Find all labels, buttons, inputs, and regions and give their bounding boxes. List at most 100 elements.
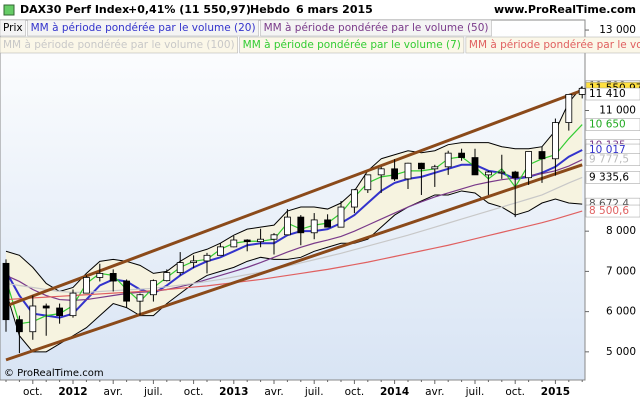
y-tick-label: 11 000 bbox=[599, 105, 636, 117]
trend-line bbox=[5, 163, 583, 362]
value-box-label: 8 500,6 bbox=[589, 205, 629, 217]
candle-body bbox=[458, 152, 466, 158]
candle-body bbox=[149, 280, 157, 296]
legend: Prix MM à période pondérée par le volume … bbox=[0, 19, 640, 54]
candle-body bbox=[525, 151, 532, 179]
x-tick-label: oct. bbox=[23, 386, 43, 398]
legend-label: MM à période pondérée par le volume (20) bbox=[31, 22, 256, 34]
value-box bbox=[585, 171, 640, 184]
candle-body bbox=[257, 238, 265, 243]
y-tick-label: 13 000 bbox=[599, 24, 636, 36]
candle-body bbox=[123, 280, 130, 302]
candle-body bbox=[538, 151, 546, 160]
moving-average bbox=[5, 149, 583, 319]
site: www.ProRealTime.com bbox=[494, 3, 636, 16]
value-box-label: 9 777,5 bbox=[589, 154, 629, 166]
candle-body bbox=[96, 273, 104, 278]
candle-body bbox=[565, 94, 573, 123]
value-box bbox=[585, 87, 640, 101]
x-tick-label: 2014 bbox=[380, 386, 409, 398]
candle-body bbox=[377, 168, 385, 176]
band-lower bbox=[5, 190, 583, 353]
legend-label: Prix bbox=[3, 22, 23, 34]
candle-body bbox=[15, 319, 23, 333]
candle-body bbox=[203, 254, 211, 262]
period: Hebdo bbox=[250, 3, 290, 16]
candle-body bbox=[176, 262, 184, 274]
x-tick-label: avr. bbox=[425, 386, 444, 398]
x-tick-label: 2013 bbox=[219, 386, 248, 398]
candle-body bbox=[216, 246, 224, 256]
candle-body bbox=[2, 262, 10, 321]
x-tick-label: 2015 bbox=[541, 386, 570, 398]
legend-box bbox=[0, 19, 26, 37]
value-box bbox=[585, 204, 640, 218]
value-box-label: 9 335,6 bbox=[589, 171, 629, 183]
value-box bbox=[585, 153, 640, 166]
candle-body bbox=[297, 216, 305, 234]
y-tick-label: 7 000 bbox=[606, 265, 636, 277]
x-tick-label: avr. bbox=[264, 386, 283, 398]
x-tick-label: juil. bbox=[465, 386, 485, 398]
candle-body bbox=[69, 292, 77, 317]
legend-label: MM à période pondérée par le volume (100… bbox=[3, 39, 235, 51]
legend-box bbox=[27, 19, 259, 37]
plot bbox=[2, 86, 586, 362]
x-tick-label: 2012 bbox=[58, 386, 87, 398]
candle-body bbox=[163, 272, 171, 282]
candle-body bbox=[498, 171, 506, 174]
y-tick-label: 5 000 bbox=[606, 346, 636, 358]
candle-body bbox=[283, 216, 291, 236]
candle-body bbox=[391, 168, 399, 180]
candle-body bbox=[364, 174, 372, 191]
candle-body bbox=[350, 189, 358, 208]
candle-body bbox=[444, 152, 452, 168]
candle-body bbox=[484, 171, 492, 176]
value-box-label: 10 650 bbox=[589, 119, 626, 131]
candle-body bbox=[270, 234, 278, 240]
candle-body bbox=[310, 219, 318, 234]
x-tick-label: oct. bbox=[505, 386, 525, 398]
x-tick-label: avr. bbox=[104, 386, 123, 398]
legend-label: MM à période pondérée par le volume (300… bbox=[469, 39, 640, 51]
candle-body bbox=[83, 277, 90, 294]
candle-body bbox=[511, 171, 519, 179]
header-bar bbox=[0, 0, 640, 20]
candle-body bbox=[404, 162, 412, 180]
candle-body bbox=[552, 122, 559, 160]
y-tick-label: 6 000 bbox=[606, 306, 636, 318]
candle-body bbox=[29, 305, 37, 333]
x-tick-label: juil. bbox=[304, 386, 324, 398]
date: 6 mars 2015 bbox=[296, 3, 373, 16]
legend-box bbox=[465, 36, 640, 54]
candle-body bbox=[578, 87, 586, 95]
legend-label: MM à période pondérée par le volume (7) bbox=[243, 39, 461, 51]
moving-average bbox=[5, 210, 583, 301]
candle-body bbox=[417, 162, 425, 170]
candle-body bbox=[136, 294, 144, 302]
x-tick-label: oct. bbox=[184, 386, 204, 398]
legend-box bbox=[260, 19, 492, 37]
change: +0,41% (11 550,97) bbox=[128, 3, 251, 16]
y-tick-label: 8 000 bbox=[606, 225, 636, 237]
value-box-label: 11 410 bbox=[589, 88, 626, 100]
candle-body bbox=[109, 273, 117, 282]
candle-body bbox=[230, 239, 238, 248]
candle-body bbox=[42, 305, 50, 309]
x-tick-label: oct. bbox=[345, 386, 365, 398]
x-tick-label: juil. bbox=[143, 386, 163, 398]
candle-body bbox=[243, 239, 251, 243]
instrument: DAX30 Perf Index bbox=[20, 3, 129, 16]
moving-average bbox=[5, 176, 583, 293]
copyright: © ProRealTime.com bbox=[4, 368, 104, 379]
candle-body bbox=[471, 157, 479, 176]
candle-body bbox=[56, 307, 63, 317]
band-upper bbox=[5, 86, 583, 293]
value-box-label: 10 017 bbox=[589, 144, 626, 156]
candle-body bbox=[431, 166, 439, 170]
legend-box bbox=[0, 36, 238, 54]
moving-average bbox=[5, 159, 583, 301]
trend-line bbox=[5, 88, 583, 308]
instrument-icon bbox=[3, 4, 15, 16]
